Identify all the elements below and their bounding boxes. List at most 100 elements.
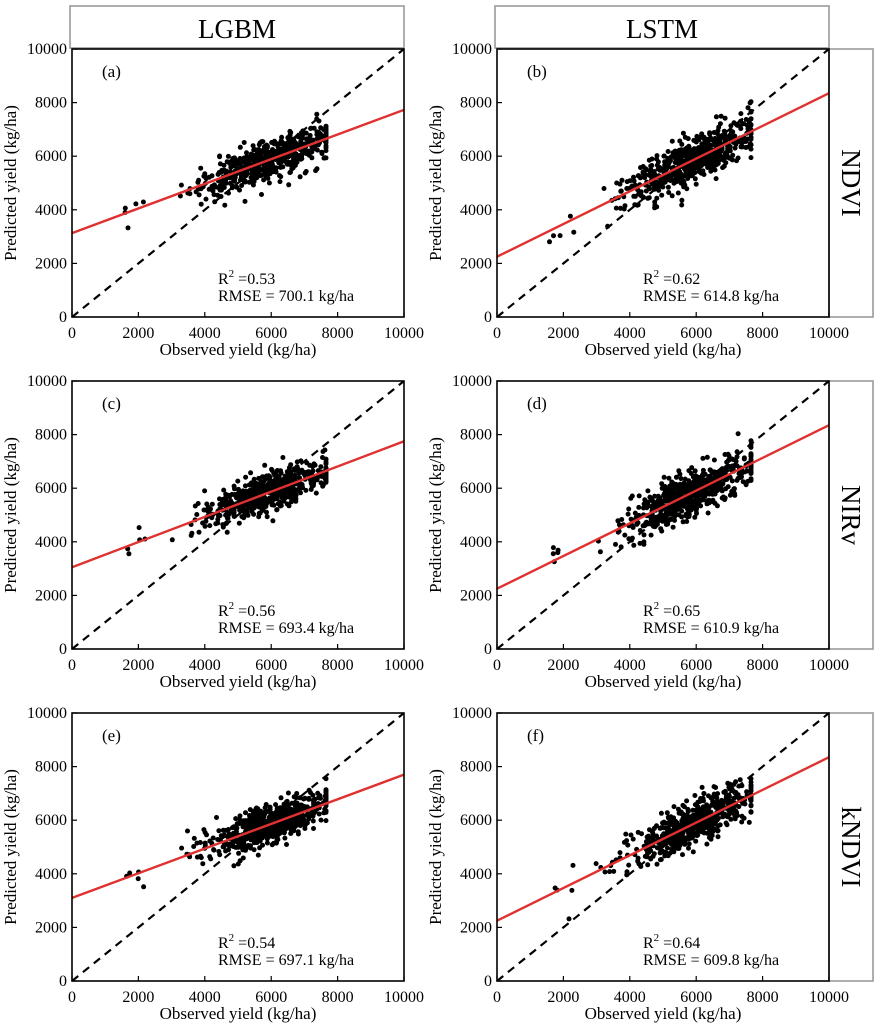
data-point [730, 152, 736, 158]
data-point [209, 501, 215, 507]
data-point [264, 142, 270, 148]
data-point [236, 520, 242, 526]
data-point [223, 170, 229, 176]
x-tick-label: 8000 [322, 325, 354, 342]
data-point [243, 847, 248, 853]
data-point [229, 185, 235, 191]
data-point [727, 492, 733, 498]
data-point [289, 829, 295, 835]
data-point [188, 533, 194, 538]
y-tick-label: 2000 [35, 919, 67, 936]
data-point [631, 174, 636, 180]
data-point [704, 161, 710, 167]
panel-label: (a) [102, 62, 121, 81]
data-point [699, 784, 705, 790]
x-tick-label: 6000 [680, 989, 712, 1006]
x-tick-label: 2000 [122, 325, 154, 342]
data-point [223, 502, 229, 508]
data-point [185, 190, 191, 196]
data-point [210, 835, 216, 841]
x-tick-label: 10000 [384, 325, 424, 342]
data-point [311, 125, 317, 131]
data-point [630, 836, 636, 842]
data-point [732, 133, 738, 139]
data-point [261, 177, 267, 183]
data-point [258, 172, 264, 178]
y-axis-title: Predicted yield (kg/ha) [426, 437, 445, 593]
data-point [654, 521, 660, 527]
data-point [727, 781, 733, 787]
y-tick-label: 6000 [35, 148, 67, 165]
data-point [262, 147, 268, 153]
data-point [288, 499, 294, 505]
data-point [213, 184, 219, 190]
x-tick-label: 10000 [384, 657, 424, 674]
data-point [304, 804, 310, 810]
data-point [236, 850, 242, 856]
data-point [685, 496, 691, 502]
data-point [217, 161, 223, 167]
data-point [244, 150, 249, 156]
x-axis-title: Observed yield (kg/ha) [160, 1004, 317, 1023]
data-point [264, 809, 270, 814]
data-point [290, 477, 296, 482]
data-point [281, 821, 287, 827]
data-point [631, 542, 637, 548]
data-point [709, 470, 715, 476]
data-point [683, 488, 689, 494]
data-point [695, 832, 701, 838]
data-point [233, 816, 239, 822]
data-point [720, 165, 726, 171]
data-point [649, 835, 655, 841]
data-point [662, 493, 668, 499]
data-point [264, 496, 270, 502]
data-point [652, 199, 658, 205]
data-point [645, 488, 651, 494]
data-point [672, 490, 678, 496]
data-point [264, 514, 270, 520]
scatter-panel: 0 2000 4000 6000 8000 10000 0 2000 4000 6000 8000 1… [426, 373, 849, 691]
data-point [736, 804, 742, 810]
data-point [722, 115, 728, 121]
y-tick-label: 4000 [460, 202, 492, 219]
data-point [231, 178, 237, 184]
data-point [645, 195, 651, 201]
data-point [699, 134, 705, 140]
data-point [654, 861, 660, 867]
data-point [267, 826, 273, 832]
data-point [193, 189, 199, 195]
data-point [669, 516, 675, 522]
data-point [672, 177, 678, 183]
y-axis-title: Predicted yield (kg/ha) [426, 105, 445, 261]
data-point [692, 793, 698, 798]
data-point [683, 153, 689, 159]
x-axis-title: Observed yield (kg/ha) [585, 340, 742, 359]
data-point [555, 550, 561, 556]
y-tick-label: 10000 [27, 41, 67, 58]
data-point [248, 491, 253, 497]
data-point [687, 166, 692, 172]
data-point [711, 794, 716, 799]
data-point [126, 551, 132, 557]
data-point [636, 191, 642, 197]
data-point [618, 188, 624, 194]
column-header-lstm: LSTM [494, 5, 830, 49]
data-point [296, 132, 302, 138]
data-point [724, 152, 730, 158]
data-point [679, 835, 685, 841]
x-axis-title: Observed yield (kg/ha) [160, 340, 317, 359]
data-point [207, 523, 213, 529]
data-point [693, 181, 699, 187]
x-tick-label: 4000 [189, 657, 221, 674]
data-point [662, 851, 668, 857]
data-point [222, 202, 228, 208]
data-point [297, 486, 303, 492]
data-point [748, 798, 754, 804]
data-point [743, 145, 749, 150]
plot-frame [496, 48, 830, 318]
x-tick-label: 2000 [547, 989, 579, 1006]
data-point [276, 160, 282, 165]
x-tick-label: 0 [68, 989, 76, 1006]
data-point [741, 456, 747, 462]
data-point [618, 205, 623, 211]
